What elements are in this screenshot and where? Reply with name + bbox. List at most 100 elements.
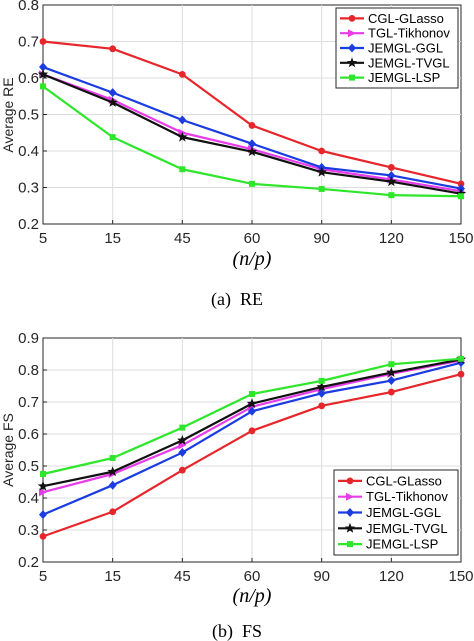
data-point-jemgl-lsp xyxy=(458,193,464,200)
data-point-cgl-glasso xyxy=(318,402,326,410)
legend-label: JEMGL-TVGL xyxy=(368,55,450,70)
y-tick-label: 0.8 xyxy=(18,362,39,379)
legend-label: CGL-GLasso xyxy=(368,11,444,26)
y-tick-label: 0.9 xyxy=(18,330,39,347)
legend-marker xyxy=(346,57,358,68)
data-point-jemgl-ggl xyxy=(108,480,117,490)
data-point-jemgl-ggl xyxy=(387,376,396,386)
legend-label: CGL-GLasso xyxy=(366,473,442,488)
legend-label: JEMGL-GGL xyxy=(366,505,441,520)
data-point-cgl-glasso xyxy=(109,45,117,53)
data-point-jemgl-tvgl xyxy=(107,466,118,477)
data-point-jemgl-lsp xyxy=(109,134,116,141)
x-tick-label: 150 xyxy=(448,568,473,585)
data-point-jemgl-tvgl xyxy=(316,166,327,177)
legend-marker xyxy=(348,15,356,22)
y-axis-label-fs: Average FS xyxy=(0,413,16,487)
x-tick-label: 5 xyxy=(39,230,47,247)
legend-label: TGL-Tikhonov xyxy=(366,489,448,504)
data-point-jemgl-lsp xyxy=(179,166,186,173)
data-point-jemgl-tvgl xyxy=(316,381,327,392)
legend-marker xyxy=(346,508,354,517)
y-tick-label: 0.2 xyxy=(18,216,39,233)
data-point-jemgl-lsp xyxy=(318,377,325,384)
y-tick-label: 0.8 xyxy=(18,0,39,14)
y-tick-label: 0.7 xyxy=(18,394,39,411)
data-point-jemgl-tvgl xyxy=(246,398,258,409)
data-point-jemgl-ggl xyxy=(39,510,47,520)
x-tick-label: 15 xyxy=(104,568,121,585)
data-point-jemgl-ggl xyxy=(108,88,117,98)
x-axis-label-fs: (n/p) xyxy=(233,585,272,607)
data-point-jemgl-lsp xyxy=(249,391,255,397)
data-point-cgl-glasso xyxy=(248,427,256,435)
y-tick-label: 0.3 xyxy=(18,180,39,197)
y-tick-label: 0.4 xyxy=(18,490,39,507)
legend-label: JEMGL-GGL xyxy=(368,41,443,56)
data-point-jemgl-ggl xyxy=(387,170,396,180)
y-tick-label: 0.3 xyxy=(18,522,39,539)
data-point-cgl-glasso xyxy=(178,70,186,78)
series-jemgl-lsp xyxy=(40,355,464,477)
data-point-jemgl-ggl xyxy=(248,139,256,149)
data-point-cgl-glasso xyxy=(178,466,186,474)
legend-marker xyxy=(346,492,354,501)
legend-marker xyxy=(347,541,353,548)
x-tick-label: 60 xyxy=(244,568,261,585)
data-point-jemgl-tvgl xyxy=(246,146,258,157)
x-tick-label: 120 xyxy=(379,230,404,247)
series-jemgl-tvgl xyxy=(37,68,467,199)
data-point-jemgl-lsp xyxy=(40,83,46,90)
data-point-jemgl-lsp xyxy=(388,361,395,368)
x-tick-label: 90 xyxy=(313,568,330,585)
data-point-cgl-glasso xyxy=(318,147,326,155)
panel-re: 5 15 45 60 90 120 150 0.2 0.3 0.4 0.5 0.6 0.7 0.8 Ave… xyxy=(0,0,474,310)
x-tick-label: 15 xyxy=(104,230,121,247)
data-point-jemgl-tvgl xyxy=(37,68,49,79)
y-tick-label: 0.6 xyxy=(18,70,39,87)
y-tick-label: 0.6 xyxy=(18,426,39,443)
data-point-cgl-glasso xyxy=(39,533,47,540)
data-point-cgl-glasso xyxy=(387,388,395,396)
x-tick-label: 150 xyxy=(448,230,473,247)
data-point-jemgl-ggl xyxy=(317,388,326,398)
y-tick-label: 0.5 xyxy=(18,458,39,475)
x-tick-label: 90 xyxy=(313,230,330,247)
legend-marker xyxy=(346,477,354,485)
data-point-cgl-glasso xyxy=(387,164,395,171)
x-tick-label: 5 xyxy=(39,568,47,585)
legend-marker xyxy=(348,43,356,53)
series-re xyxy=(37,38,467,200)
y-axis-label-re: Average RE xyxy=(0,77,16,152)
legend-label: JEMGL-LSP xyxy=(366,537,438,552)
series-cgl-glasso xyxy=(39,38,465,188)
tick-labels-fs: 5 15 45 60 90 120 150 0.2 0.3 0.4 0.5 0.6 0.7 0.8 0.9 xyxy=(18,330,473,585)
data-point-tgl-tikhonov xyxy=(39,488,47,497)
data-point-jemgl-tvgl xyxy=(177,434,188,445)
data-point-jemgl-lsp xyxy=(179,424,186,431)
data-point-cgl-glasso xyxy=(457,370,465,378)
legend-marker xyxy=(349,74,355,81)
legend-label: JEMGL-LSP xyxy=(368,70,440,85)
data-point-jemgl-tvgl xyxy=(386,367,397,378)
data-point-jemgl-lsp xyxy=(109,455,116,461)
data-point-jemgl-tvgl xyxy=(177,131,188,142)
data-point-jemgl-ggl xyxy=(178,448,187,458)
data-point-jemgl-lsp xyxy=(318,185,325,192)
x-tick-label: 45 xyxy=(174,230,191,247)
x-tick-label: 45 xyxy=(174,568,191,585)
tick-labels-re: 5 15 45 60 90 120 150 0.2 0.3 0.4 0.5 0.6 0.7 0.8 xyxy=(18,0,473,247)
data-point-cgl-glasso xyxy=(39,38,47,45)
y-tick-label: 0.4 xyxy=(18,143,39,160)
y-tick-label: 0.5 xyxy=(18,107,39,124)
caption-re: (a) RE xyxy=(211,289,263,310)
data-point-jemgl-tvgl xyxy=(37,480,49,491)
data-point-jemgl-tvgl xyxy=(386,176,397,187)
legend-marker xyxy=(344,522,356,533)
data-point-jemgl-tvgl xyxy=(107,96,118,107)
data-point-jemgl-lsp xyxy=(40,471,46,477)
legend-re: CGL-GLassoTGL-TikhonovJEMGL-GGLJEMGL-TVG… xyxy=(335,7,459,89)
series-jemgl-ggl xyxy=(39,62,465,194)
data-point-jemgl-lsp xyxy=(249,180,255,187)
